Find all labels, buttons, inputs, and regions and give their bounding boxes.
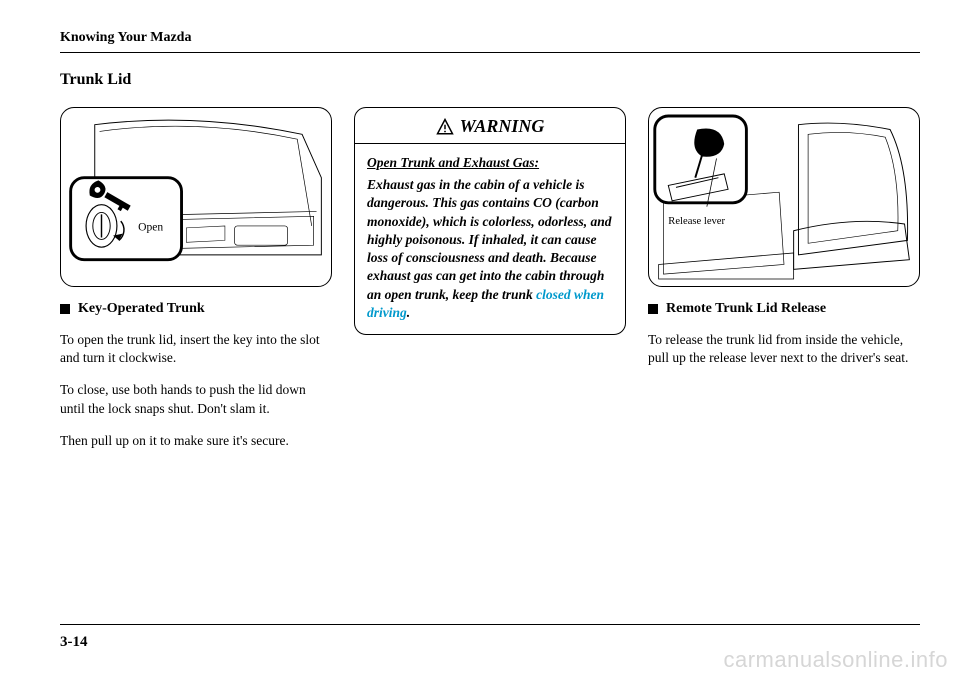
col1-p3: Then pull up on it to make sure it's sec…: [60, 432, 332, 450]
warning-subtitle: Open Trunk and Exhaust Gas:: [367, 154, 613, 172]
watermark: carmanualsonline.info: [723, 647, 948, 673]
subhead-remote-release: Remote Trunk Lid Release: [648, 301, 920, 317]
warning-box: WARNING Open Trunk and Exhaust Gas: Exha…: [354, 107, 626, 335]
warning-label: WARNING: [460, 116, 545, 137]
subhead-key-trunk-label: Key-Operated Trunk: [78, 301, 205, 317]
bullet-square-icon: [60, 304, 70, 314]
bullet-square-icon: [648, 304, 658, 314]
col1-p2: To close, use both hands to push the lid…: [60, 381, 332, 417]
subhead-key-trunk: Key-Operated Trunk: [60, 301, 332, 317]
header-section: Knowing Your Mazda: [60, 30, 920, 53]
figure-key-trunk: Open: [60, 107, 332, 287]
column-2: WARNING Open Trunk and Exhaust Gas: Exha…: [354, 107, 626, 464]
column-1: Open Key-Operated Trunk To open the trun…: [60, 107, 332, 464]
page-title: Trunk Lid: [60, 71, 920, 89]
warning-title: WARNING: [355, 108, 625, 144]
content-columns: Open Key-Operated Trunk To open the trun…: [60, 107, 920, 464]
warning-text-b: .: [407, 305, 410, 320]
warning-body: Open Trunk and Exhaust Gas: Exhaust gas …: [355, 144, 625, 334]
col3-p1: To release the trunk lid from inside the…: [648, 331, 920, 367]
warning-text-a: Exhaust gas in the cabin of a vehicle is…: [367, 177, 612, 301]
figure-release-lever: Release lever: [648, 107, 920, 287]
warning-triangle-icon: [436, 118, 454, 136]
page-number: 3-14: [60, 634, 88, 651]
open-label: Open: [138, 221, 163, 234]
col1-p1: To open the trunk lid, insert the key in…: [60, 331, 332, 367]
release-lever-label: Release lever: [668, 216, 725, 227]
subhead-remote-release-label: Remote Trunk Lid Release: [666, 301, 826, 317]
column-3: Release lever Remote Trunk Lid Release T…: [648, 107, 920, 464]
